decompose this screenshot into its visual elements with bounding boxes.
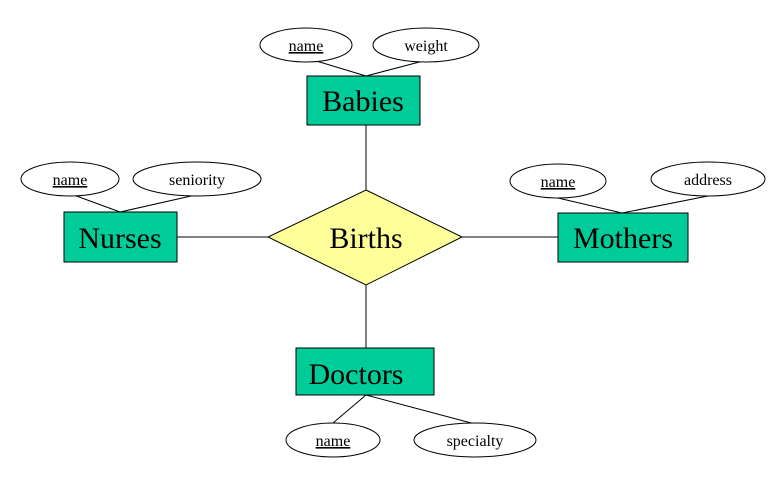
attribute-ellipse xyxy=(285,422,381,458)
mothers-entity[interactable]: Mothers xyxy=(557,212,689,263)
attribute-ellipse xyxy=(20,161,120,197)
attribute-label: weight xyxy=(404,38,448,55)
nurses-seniority-link xyxy=(119,193,201,213)
nurses-entity[interactable]: Nurses xyxy=(63,211,178,263)
babies-name-link xyxy=(312,59,367,77)
entity-label: Doctors xyxy=(309,358,404,391)
relationship-diamond xyxy=(266,189,464,286)
entity-label: Babies xyxy=(322,85,404,118)
attribute-label: name xyxy=(53,172,88,189)
entity-box xyxy=(63,211,178,263)
doctors-entity[interactable]: Doctors xyxy=(295,347,435,396)
attribute-label: specialty xyxy=(447,433,504,450)
attribute-label: seniority xyxy=(169,172,225,189)
connections xyxy=(70,59,709,425)
attribute-label: name xyxy=(316,433,351,450)
attribute-label: name xyxy=(289,38,324,55)
entity-label: Mothers xyxy=(573,222,673,255)
attribute-ellipse xyxy=(509,163,607,199)
babies-name-attribute[interactable]: name xyxy=(259,27,353,63)
babies-weight-link xyxy=(365,59,428,77)
mothers-name-attribute[interactable]: name xyxy=(509,163,607,199)
mothers-name-link xyxy=(557,197,623,214)
entity-box xyxy=(306,75,421,126)
attribute-ellipse xyxy=(132,161,262,197)
attribute-label: address xyxy=(684,172,732,189)
doctors-name-attribute[interactable]: name xyxy=(285,422,381,458)
babies-weight-attribute[interactable]: weight xyxy=(372,27,480,63)
births-relationship[interactable]: Births xyxy=(266,189,464,286)
nurses-name-attribute[interactable]: name xyxy=(20,161,120,197)
doctors-specialty-link xyxy=(365,394,476,425)
entity-box xyxy=(557,212,689,263)
entity-box xyxy=(295,347,435,396)
babies-entity[interactable]: Babies xyxy=(306,75,421,126)
entity-label: Nurses xyxy=(78,222,161,255)
nurses-name-link xyxy=(70,193,121,213)
mothers-address-link xyxy=(621,195,709,214)
mothers-address-attribute[interactable]: address xyxy=(650,161,766,197)
attribute-ellipse xyxy=(259,27,353,63)
doctors-specialty-attribute[interactable]: specialty xyxy=(413,422,537,458)
doctors-name-link xyxy=(332,394,367,424)
attribute-ellipse xyxy=(650,161,766,197)
attribute-label: name xyxy=(541,174,576,191)
attribute-ellipse xyxy=(372,27,480,63)
attribute-ellipse xyxy=(413,422,537,458)
nurses-seniority-attribute[interactable]: seniority xyxy=(132,161,262,197)
relationship-label: Births xyxy=(329,222,402,255)
